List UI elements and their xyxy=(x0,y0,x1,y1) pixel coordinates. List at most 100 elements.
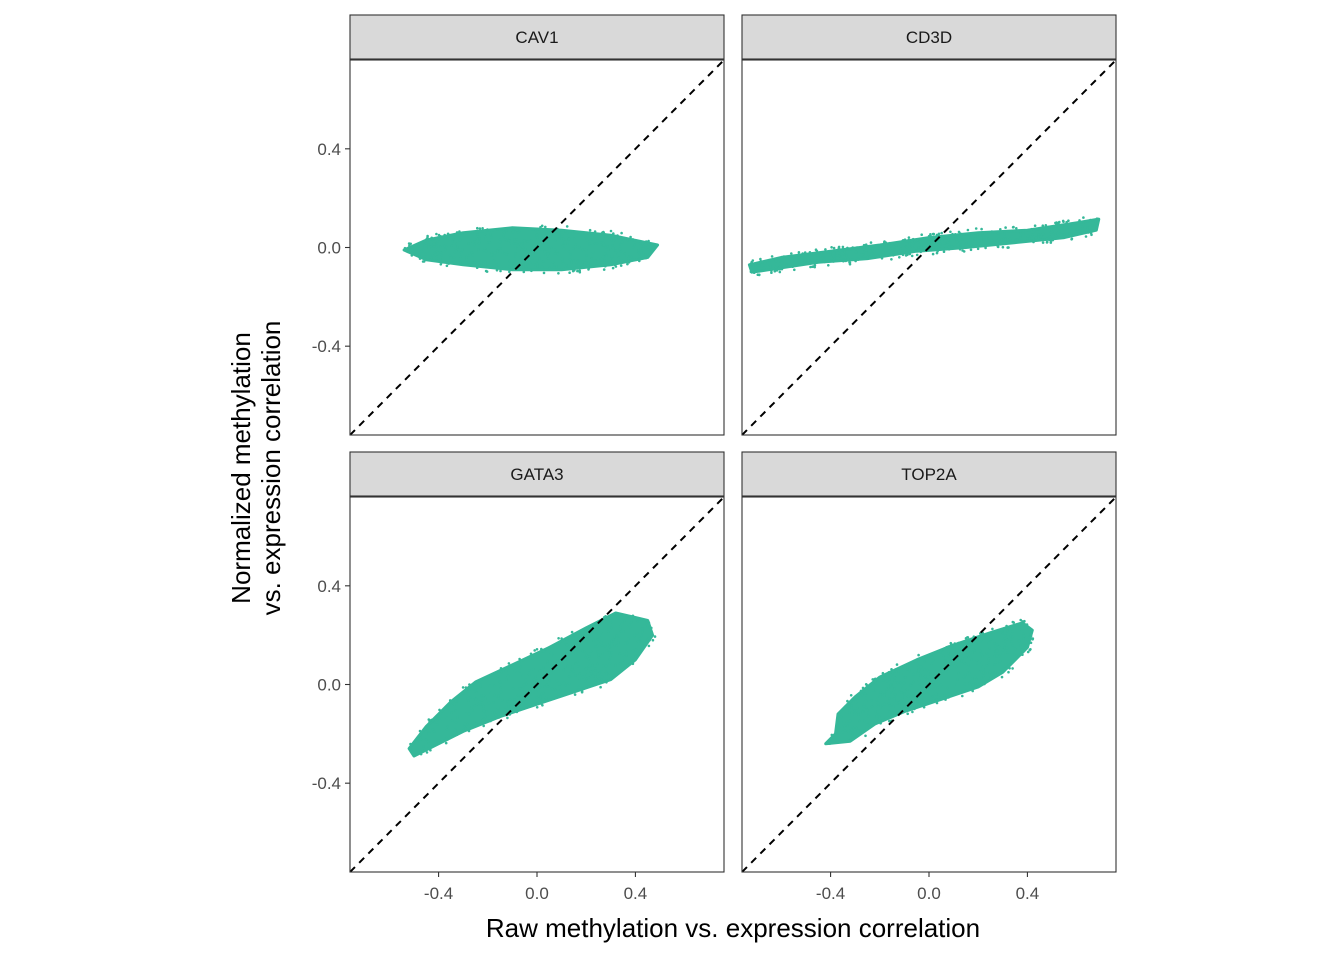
scatter-point xyxy=(851,732,854,736)
scatter-point xyxy=(856,711,860,714)
scatter-point xyxy=(588,660,591,664)
scatter-point xyxy=(897,701,901,704)
scatter-point xyxy=(509,704,512,708)
scatter-point xyxy=(947,696,950,699)
scatter-point xyxy=(907,238,911,242)
scatter-point xyxy=(519,256,522,259)
scatter-point xyxy=(866,714,870,718)
scatter-point xyxy=(813,265,816,269)
scatter-point xyxy=(513,238,517,241)
scatter-point xyxy=(461,248,464,251)
scatter-point xyxy=(502,231,506,234)
scatter-point xyxy=(1036,228,1039,231)
scatter-point xyxy=(1019,236,1023,240)
scatter-point xyxy=(990,672,994,676)
scatter-point xyxy=(1003,642,1007,646)
scatter-point xyxy=(846,699,849,703)
scatter-point xyxy=(475,703,479,706)
scatter-point xyxy=(1057,222,1060,226)
scatter-point xyxy=(1026,236,1029,240)
scatter-point xyxy=(604,246,607,249)
scatter-point xyxy=(420,249,423,253)
scatter-point xyxy=(617,637,621,641)
scatter-point xyxy=(604,664,608,668)
scatter-point xyxy=(917,246,920,249)
y-tick-label: 0.4 xyxy=(317,140,341,159)
scatter-point xyxy=(857,713,860,717)
scatter-point xyxy=(950,245,954,248)
scatter-point xyxy=(623,252,627,255)
scatter-point xyxy=(997,645,1001,648)
scatter-point xyxy=(993,663,996,666)
x-axis-title: Raw methylation vs. expression correlati… xyxy=(486,913,980,943)
scatter-point xyxy=(604,264,607,268)
scatter-point xyxy=(829,251,832,254)
scatter-point xyxy=(979,239,983,242)
scatter-point xyxy=(619,243,622,246)
scatter-point xyxy=(937,232,941,236)
scatter-point xyxy=(640,627,644,630)
scatter-point xyxy=(822,254,825,257)
scatter-point xyxy=(801,252,804,255)
scatter-point xyxy=(987,635,990,638)
scatter-point xyxy=(518,242,521,246)
facet-top2a: TOP2A xyxy=(741,451,1117,873)
scatter-point xyxy=(610,639,613,643)
scatter-point xyxy=(780,261,784,265)
scatter-point xyxy=(919,673,922,677)
scatter-point xyxy=(626,262,629,266)
scatter-point xyxy=(868,255,872,259)
scatter-point xyxy=(573,237,576,240)
scatter-point xyxy=(603,233,607,236)
scatter-point xyxy=(432,245,436,248)
scatter-point xyxy=(610,254,614,258)
scatter-point xyxy=(985,651,988,655)
scatter-point xyxy=(1006,246,1009,249)
scatter-point xyxy=(973,241,977,245)
scatter-point xyxy=(1082,221,1085,224)
scatter-point xyxy=(557,234,561,238)
scatter-point xyxy=(516,247,519,251)
scatter-point xyxy=(574,674,577,677)
scatter-point xyxy=(489,719,492,723)
scatter-point xyxy=(594,645,597,648)
scatter-point xyxy=(975,659,979,662)
scatter-point xyxy=(759,257,762,261)
scatter-point xyxy=(482,713,486,717)
scatter-point xyxy=(591,674,595,678)
facet-strip-label-gata3: GATA3 xyxy=(510,465,563,484)
scatter-point xyxy=(923,678,927,682)
scatter-point xyxy=(467,729,471,733)
scatter-point xyxy=(587,627,590,631)
scatter-point xyxy=(637,251,640,254)
scatter-point xyxy=(585,259,588,262)
scatter-point xyxy=(484,269,488,273)
scatter-point xyxy=(984,668,987,671)
scatter-point xyxy=(454,721,458,724)
scatter-point xyxy=(819,259,823,263)
scatter-point xyxy=(1033,224,1037,227)
scatter-point xyxy=(931,232,935,236)
scatter-point xyxy=(954,235,957,238)
scatter-point xyxy=(600,257,604,261)
scatter-point xyxy=(947,692,951,696)
scatter-point xyxy=(480,262,484,265)
scatter-point xyxy=(551,661,554,665)
scatter-point xyxy=(1019,230,1022,233)
scatter-point xyxy=(482,704,485,708)
scatter-point xyxy=(946,670,950,673)
scatter-point xyxy=(977,239,981,243)
scatter-point xyxy=(903,238,907,241)
scatter-point xyxy=(892,697,896,700)
scatter-point xyxy=(580,690,584,694)
scatter-point xyxy=(881,253,884,257)
scatter-point xyxy=(919,250,923,254)
scatter-point xyxy=(897,244,900,248)
scatter-point xyxy=(1011,644,1015,647)
scatter-point xyxy=(511,230,515,234)
scatter-point xyxy=(1032,229,1036,233)
scatter-point xyxy=(995,643,999,646)
scatter-point xyxy=(558,231,562,234)
scatter-point xyxy=(626,663,629,666)
scatter-point xyxy=(588,635,591,638)
